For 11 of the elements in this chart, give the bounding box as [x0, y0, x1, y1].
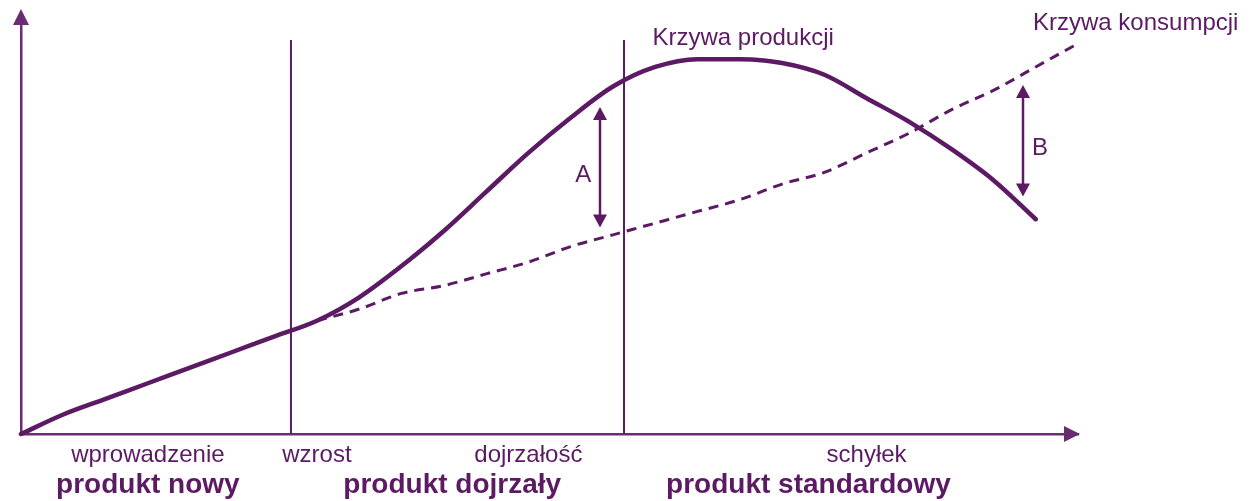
annotation: B: [1032, 133, 1049, 161]
text: produkt dojrzały: [343, 467, 562, 499]
series-label: Krzywa produkcji: [652, 23, 834, 51]
text: produkt standardowy: [666, 467, 952, 499]
x-tick-label: schyłek: [826, 439, 908, 467]
x-tick-label: wzrost: [281, 439, 352, 467]
x-tick-label: wprowadzenie: [70, 439, 225, 467]
x-tick-label: dojrzałość: [474, 439, 583, 467]
series-label: Krzywa konsumpcji: [1033, 7, 1239, 35]
annotation: A: [575, 159, 592, 187]
text: produkt nowy: [56, 467, 241, 499]
